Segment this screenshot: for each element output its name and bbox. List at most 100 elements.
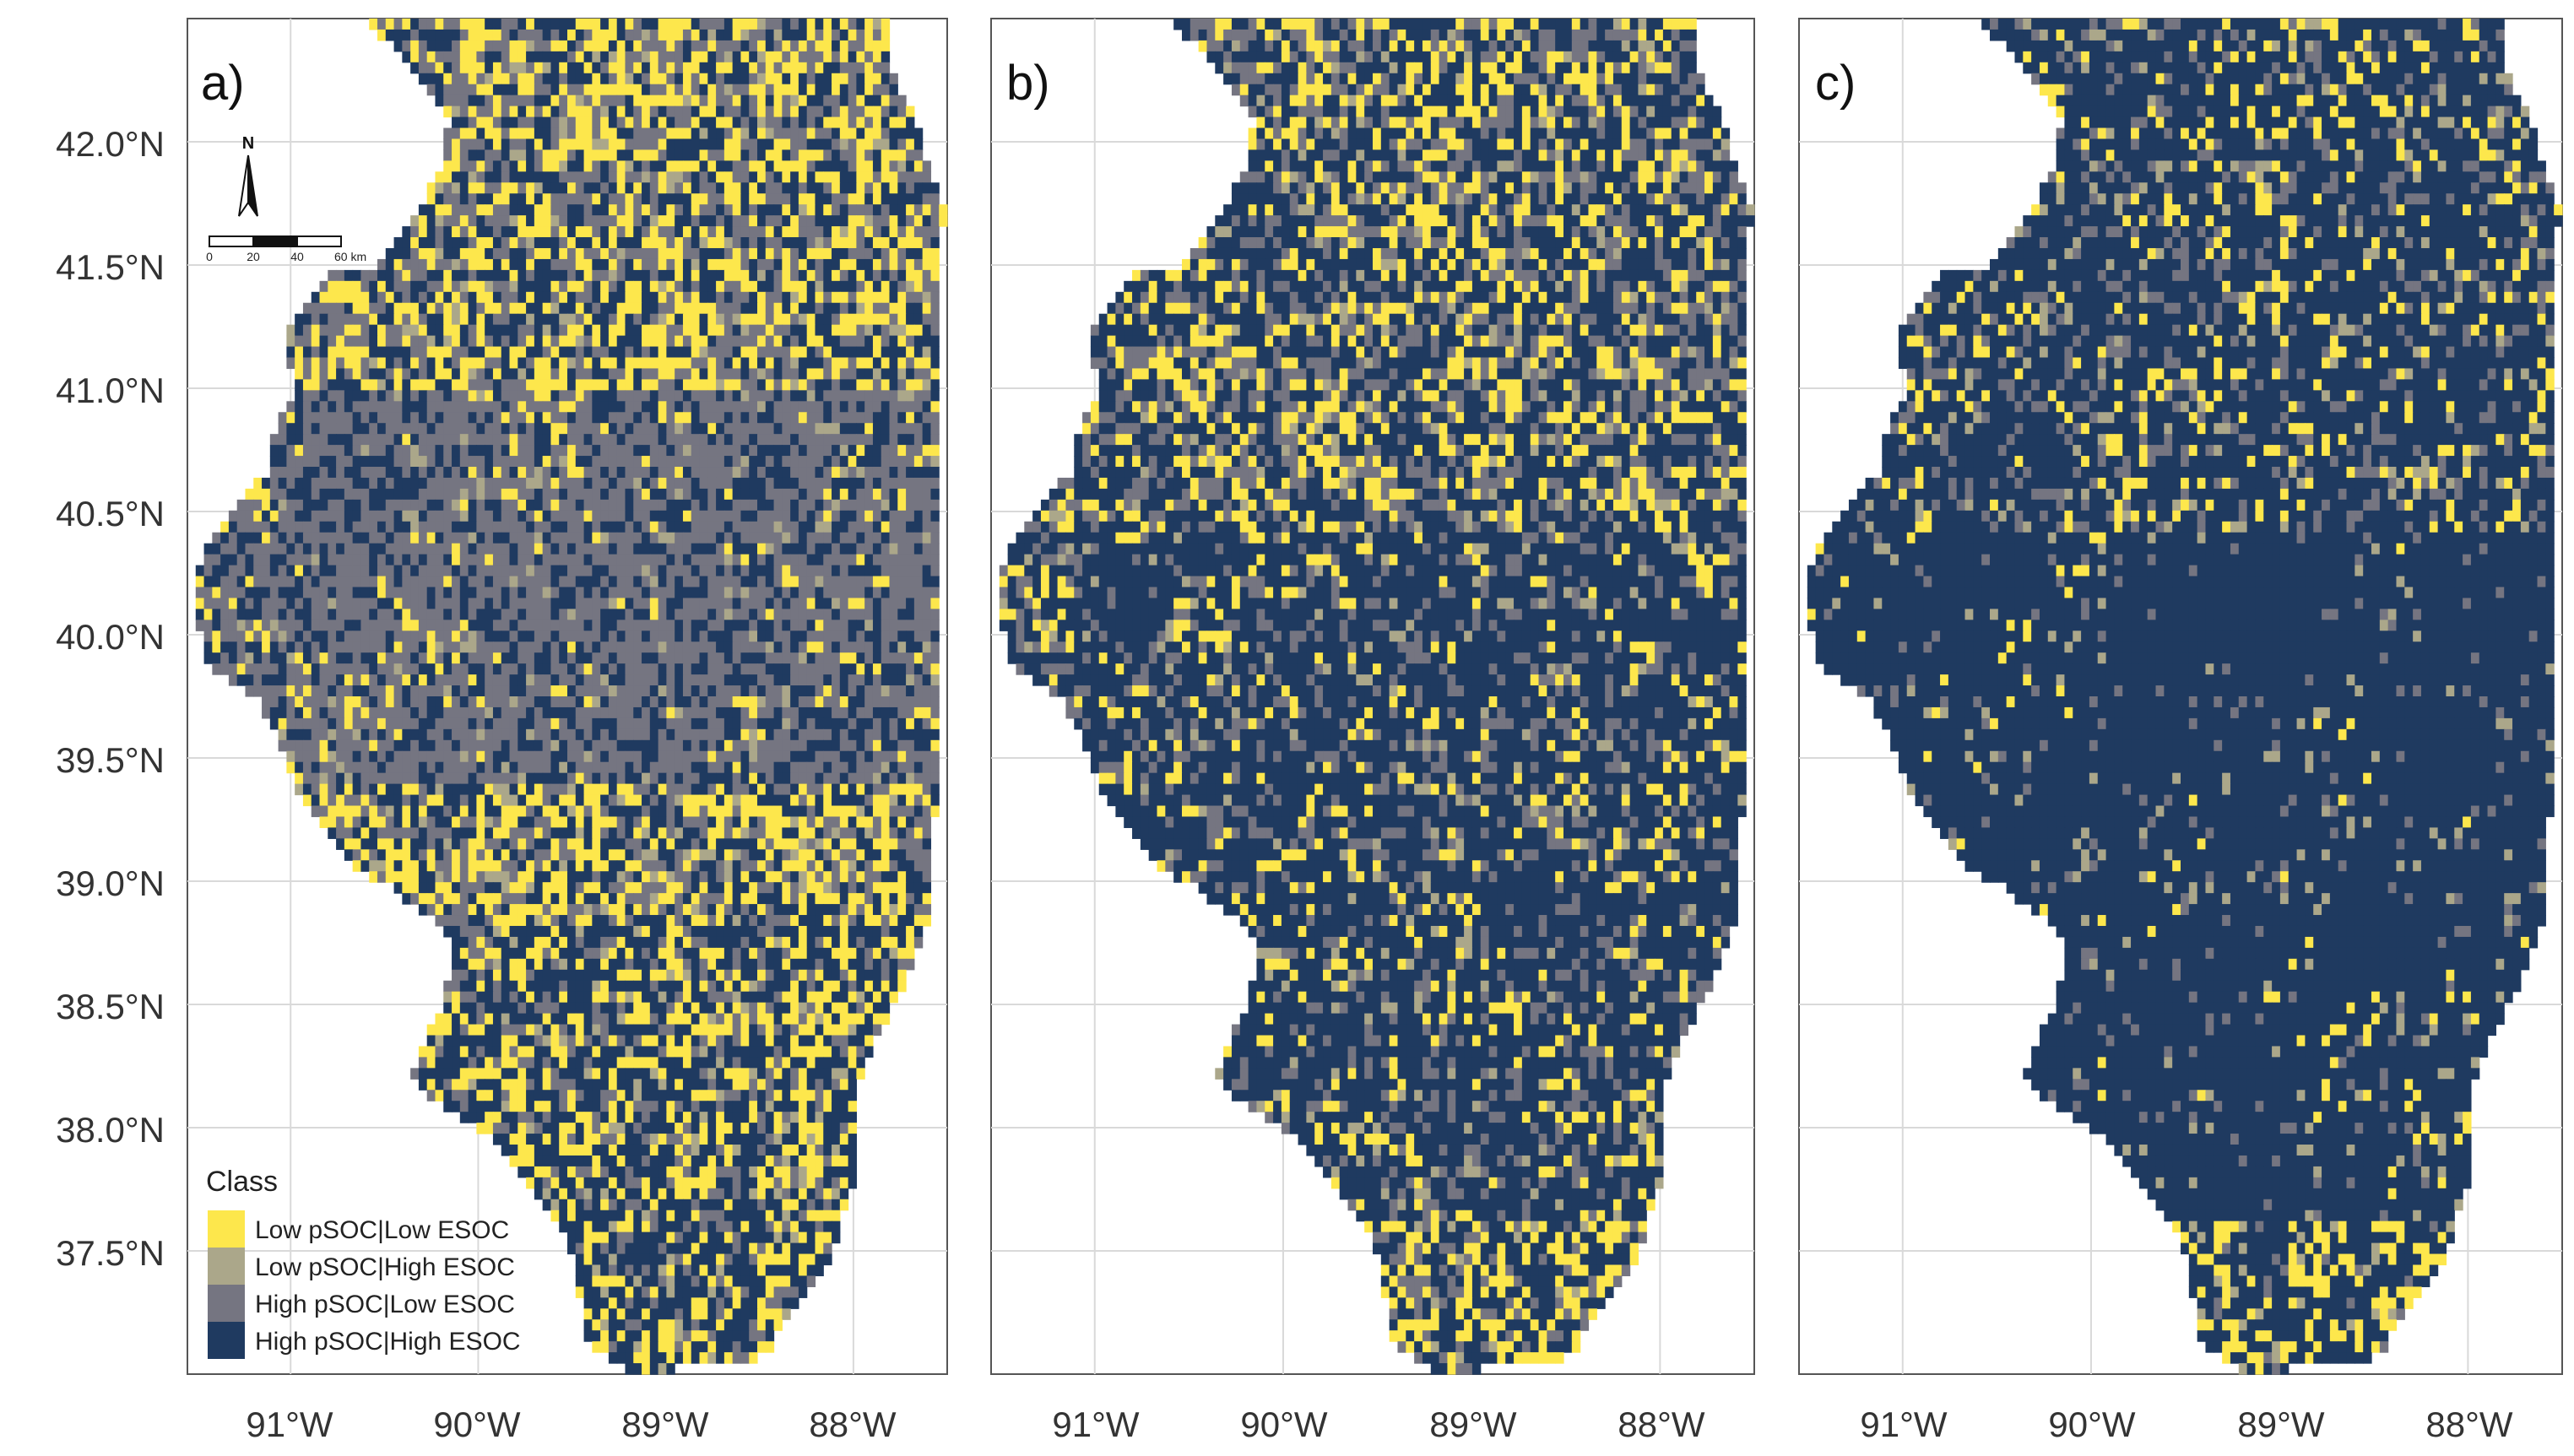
raster-cell bbox=[509, 291, 518, 304]
raster-cell bbox=[435, 313, 444, 326]
raster-cell bbox=[625, 456, 634, 468]
raster-cell bbox=[344, 456, 354, 468]
raster-cell bbox=[336, 412, 345, 424]
raster-cell bbox=[534, 368, 544, 380]
raster-cell bbox=[269, 652, 279, 664]
raster-cell bbox=[435, 412, 444, 424]
raster-cell bbox=[691, 609, 701, 620]
raster-cell bbox=[790, 324, 799, 337]
raster-cell bbox=[592, 663, 601, 675]
raster-cell bbox=[691, 29, 701, 41]
raster-cell bbox=[550, 401, 560, 413]
raster-cell bbox=[501, 269, 511, 282]
raster-cell bbox=[881, 390, 891, 402]
raster-cell bbox=[583, 554, 593, 566]
raster-cell bbox=[922, 488, 932, 501]
raster-cell bbox=[328, 620, 337, 631]
raster-cell bbox=[302, 401, 312, 413]
raster-cell bbox=[848, 116, 857, 129]
raster-cell bbox=[832, 324, 841, 337]
raster-cell bbox=[452, 138, 461, 151]
raster-cell bbox=[534, 390, 544, 402]
raster-cell bbox=[360, 663, 370, 675]
raster-cell bbox=[897, 510, 907, 522]
raster-cell bbox=[550, 543, 560, 555]
raster-cell bbox=[418, 696, 428, 708]
raster-cell bbox=[922, 576, 932, 588]
raster-cell bbox=[675, 62, 684, 74]
raster-cell bbox=[452, 717, 461, 730]
raster-cell bbox=[369, 291, 378, 304]
raster-cell bbox=[897, 204, 907, 216]
raster-cell bbox=[649, 598, 659, 609]
raster-cell bbox=[476, 379, 485, 391]
raster-cell bbox=[757, 423, 767, 435]
raster-cell bbox=[228, 598, 238, 609]
raster-cell bbox=[930, 412, 940, 424]
raster-cell bbox=[220, 587, 230, 599]
raster-cell bbox=[360, 412, 370, 424]
raster-cell bbox=[526, 247, 535, 260]
raster-cell bbox=[518, 587, 527, 599]
raster-cell bbox=[732, 51, 742, 63]
raster-cell bbox=[773, 728, 783, 741]
raster-cell bbox=[435, 663, 444, 675]
raster-cell bbox=[509, 335, 518, 348]
raster-cell bbox=[377, 685, 387, 697]
raster-cell bbox=[757, 706, 767, 719]
raster-cell bbox=[823, 269, 832, 282]
raster-cell bbox=[443, 609, 452, 620]
raster-cell bbox=[262, 685, 271, 697]
raster-cell bbox=[600, 51, 610, 63]
raster-cell bbox=[534, 313, 544, 326]
raster-cell bbox=[600, 423, 610, 435]
raster-cell bbox=[699, 641, 708, 653]
raster-cell bbox=[806, 138, 816, 151]
raster-cell bbox=[583, 84, 593, 96]
raster-cell bbox=[757, 95, 767, 107]
raster-cell bbox=[773, 368, 783, 380]
raster-cell bbox=[616, 95, 626, 107]
raster-cell bbox=[930, 488, 940, 501]
raster-cell bbox=[418, 226, 428, 238]
lat-tick-label: 40.5°N bbox=[56, 494, 165, 533]
raster-cell bbox=[773, 237, 783, 249]
raster-cell bbox=[699, 467, 708, 479]
raster-cell bbox=[509, 280, 518, 293]
raster-cell bbox=[823, 73, 832, 85]
raster-cell bbox=[418, 434, 428, 446]
raster-cell bbox=[575, 106, 585, 118]
raster-cell bbox=[848, 554, 857, 566]
raster-cell bbox=[707, 291, 717, 304]
raster-cell bbox=[336, 652, 345, 664]
raster-cell bbox=[443, 685, 452, 697]
raster-cell bbox=[600, 269, 610, 282]
raster-cell bbox=[798, 269, 808, 282]
raster-cell bbox=[732, 576, 742, 588]
raster-cell bbox=[889, 171, 898, 183]
raster-cell bbox=[872, 258, 882, 271]
raster-cell bbox=[872, 456, 882, 468]
raster-cell bbox=[633, 182, 642, 194]
raster-cell bbox=[377, 499, 387, 511]
raster-cell bbox=[534, 609, 544, 620]
raster-cell bbox=[459, 19, 469, 30]
raster-cell bbox=[616, 237, 626, 249]
raster-cell bbox=[699, 149, 708, 161]
raster-cell bbox=[716, 62, 725, 74]
raster-cell bbox=[592, 598, 601, 609]
raster-cell bbox=[476, 412, 485, 424]
raster-cell bbox=[402, 565, 411, 577]
raster-cell bbox=[311, 532, 321, 544]
raster-cell bbox=[642, 116, 651, 129]
raster-cell bbox=[856, 587, 865, 599]
raster-cell bbox=[377, 554, 387, 566]
raster-cell bbox=[459, 717, 469, 730]
raster-cell bbox=[426, 467, 436, 479]
raster-cell bbox=[864, 149, 874, 161]
raster-cell bbox=[518, 138, 527, 151]
raster-cell bbox=[872, 204, 882, 216]
raster-cell bbox=[245, 587, 254, 599]
raster-cell bbox=[839, 95, 849, 107]
raster-cell bbox=[806, 269, 816, 282]
